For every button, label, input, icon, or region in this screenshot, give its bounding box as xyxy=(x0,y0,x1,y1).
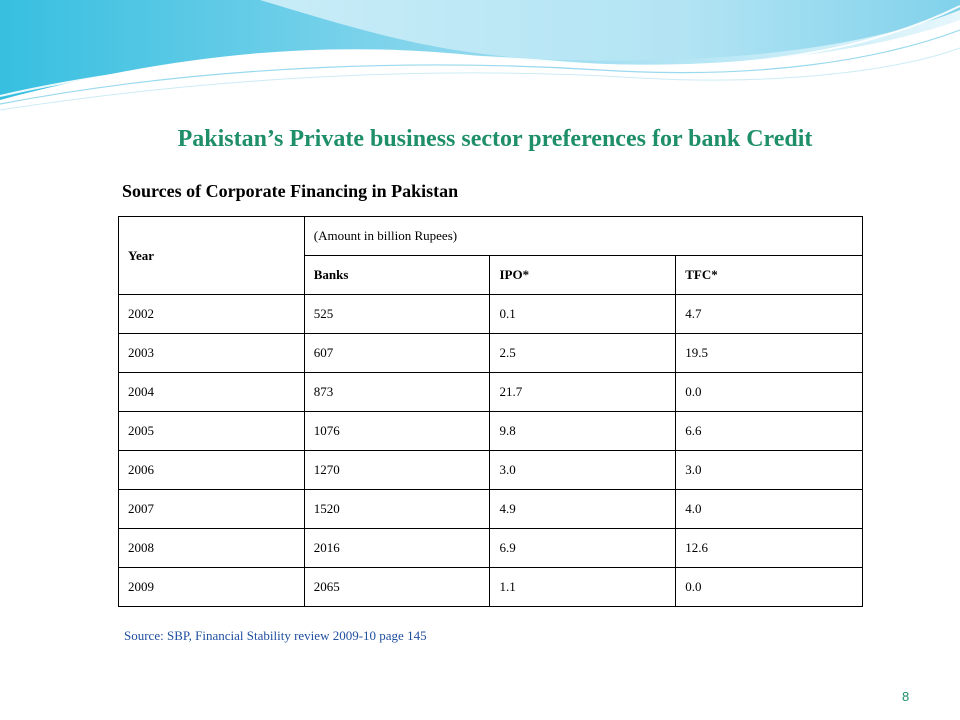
table-row: 2009 2065 1.1 0.0 xyxy=(118,567,863,607)
ipo-cell: 21.7 xyxy=(489,372,677,412)
year-cell: 2009 xyxy=(118,567,305,607)
amount-header: (Amount in billion Rupees) xyxy=(303,216,864,256)
year-cell: 2005 xyxy=(118,411,305,451)
tfc-cell: 0.0 xyxy=(675,372,863,412)
year-cell: 2002 xyxy=(118,294,305,334)
slide-title: Pakistan’s Private business sector prefe… xyxy=(177,126,813,152)
tfc-cell: 19.5 xyxy=(675,333,863,373)
banks-cell: 1270 xyxy=(303,450,491,490)
table-row: 2007 1520 4.9 4.0 xyxy=(118,489,863,529)
year-cell: 2003 xyxy=(118,333,305,373)
banks-cell: 1076 xyxy=(303,411,491,451)
ipo-cell: 4.9 xyxy=(489,489,677,529)
year-header: Year xyxy=(118,216,305,295)
year-cell: 2006 xyxy=(118,450,305,490)
corporate-financing-table: Year (Amount in billion Rupees) Banks IP… xyxy=(118,216,864,607)
year-cell: 2004 xyxy=(118,372,305,412)
table-caption: Sources of Corporate Financing in Pakist… xyxy=(122,181,459,201)
tfc-cell: 0.0 xyxy=(675,567,863,607)
year-cell: 2007 xyxy=(118,489,305,529)
banks-cell: 873 xyxy=(303,372,491,412)
table-row: 2005 1076 9.8 6.6 xyxy=(118,411,863,451)
tfc-cell: 4.0 xyxy=(675,489,863,529)
source-note: Source: SBP, Financial Stability review … xyxy=(124,628,427,643)
banks-cell: 1520 xyxy=(303,489,491,529)
ipo-cell: 2.5 xyxy=(489,333,677,373)
tfc-cell: 6.6 xyxy=(675,411,863,451)
banks-cell: 2016 xyxy=(303,528,491,568)
page-number: 8 xyxy=(902,689,910,704)
banks-cell: 2065 xyxy=(303,567,491,607)
year-cell: 2008 xyxy=(118,528,305,568)
tfc-cell: 12.6 xyxy=(675,528,863,568)
table-row: 2008 2016 6.9 12.6 xyxy=(118,528,863,568)
ipo-cell: 9.8 xyxy=(489,411,677,451)
banks-cell: 607 xyxy=(303,333,491,373)
banks-cell: 525 xyxy=(303,294,491,334)
tfc-cell: 3.0 xyxy=(675,450,863,490)
table-header-row: Year (Amount in billion Rupees) xyxy=(118,216,864,295)
table-row: 2002 525 0.1 4.7 xyxy=(118,294,863,334)
tfc-cell: 4.7 xyxy=(675,294,863,334)
table-row: 2006 1270 3.0 3.0 xyxy=(118,450,863,490)
ipo-cell: 1.1 xyxy=(489,567,677,607)
table-row: 2004 873 21.7 0.0 xyxy=(118,372,863,412)
column-header-ipo: IPO* xyxy=(489,255,677,295)
column-header-banks: Banks xyxy=(303,255,491,295)
ipo-cell: 3.0 xyxy=(489,450,677,490)
table-subheader-row: Banks IPO* TFC* xyxy=(119,255,863,295)
ipo-cell: 0.1 xyxy=(489,294,677,334)
table-row: 2003 607 2.5 19.5 xyxy=(118,333,863,373)
ipo-cell: 6.9 xyxy=(489,528,677,568)
column-header-tfc: TFC* xyxy=(675,255,863,295)
header-wave-decoration xyxy=(0,0,960,111)
